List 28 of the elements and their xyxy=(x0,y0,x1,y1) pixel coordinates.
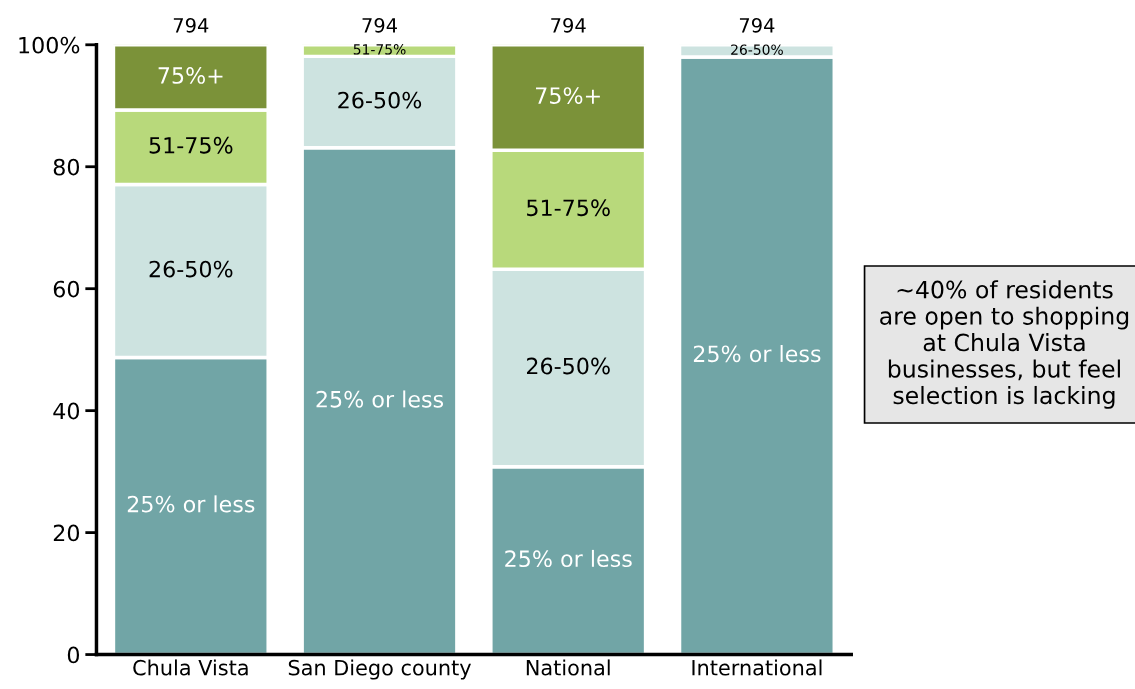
x-tick-label: Chula Vista xyxy=(133,659,248,676)
annotation: 794 xyxy=(739,17,775,33)
x-tick-label: International xyxy=(692,659,822,676)
y-tick-label: 80 xyxy=(53,158,80,176)
text: ~40% of residents are open to shopping at Chula Vista businesses, but feel selection is lacking xyxy=(880,280,1129,409)
text: 26-50% xyxy=(526,357,610,375)
text: 75%+ xyxy=(536,87,600,104)
x-tick-label: National xyxy=(526,659,610,676)
text: 25% or less xyxy=(127,495,255,513)
y-tick-label: 60 xyxy=(53,280,80,298)
annotation: 794 xyxy=(173,17,209,33)
series-label: 25% or less xyxy=(693,345,821,363)
text: 26-50% xyxy=(338,91,422,109)
series-label: 51-75% xyxy=(353,44,406,55)
text: 26-50% xyxy=(149,260,233,278)
text: 51-75% xyxy=(527,199,610,217)
y-tick-label: 20 xyxy=(53,524,80,542)
annotation: 794 xyxy=(362,17,397,33)
text: 25% or less xyxy=(505,549,632,568)
y-tick-label: 0 xyxy=(67,646,80,664)
text: 51-75% xyxy=(149,136,233,154)
y-tick-label: 40 xyxy=(53,402,80,420)
y-tick-label: 100% xyxy=(19,36,80,54)
x-tick-label: San Diego county xyxy=(288,659,471,680)
text: 25% or less xyxy=(316,390,444,408)
annotation: 794 xyxy=(551,17,586,33)
series-label: 26-50% xyxy=(731,44,783,55)
series-label: 75%+ xyxy=(158,67,223,84)
